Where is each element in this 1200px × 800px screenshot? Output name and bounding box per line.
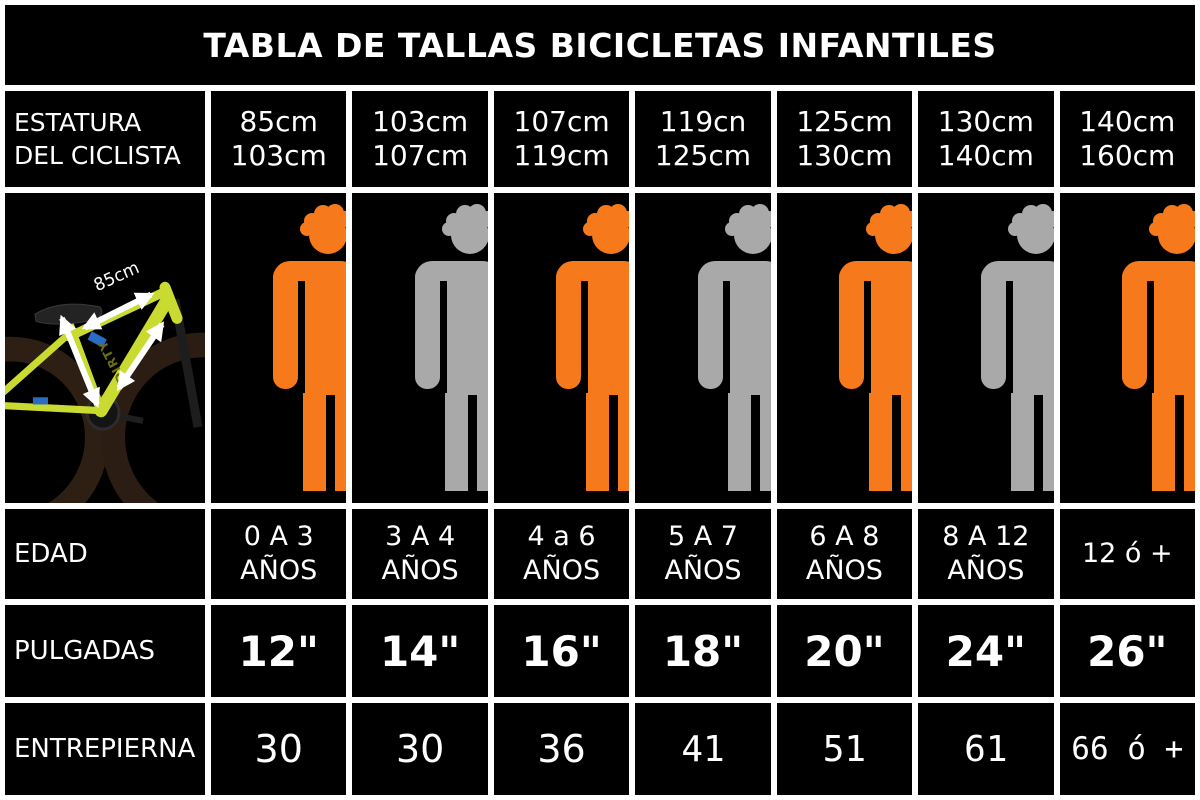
age-col-6: 8 A 12 AÑOS xyxy=(918,509,1054,599)
entrepierna-label: ENTREPIERNA xyxy=(14,733,196,764)
height-col-6: 130cm 140cm xyxy=(918,91,1054,187)
brand-logo-icon xyxy=(1035,5,1195,85)
height-max: 140cm xyxy=(937,139,1034,172)
wheel-size: 18" xyxy=(662,626,744,676)
figure-cell-2 xyxy=(352,193,488,503)
age-range: 3 A 4 xyxy=(385,521,456,553)
figure-cell-7 xyxy=(1059,193,1195,503)
age-col-4: 5 A 7 AÑOS xyxy=(635,509,771,599)
inseam-value: 61 xyxy=(964,728,1008,770)
figure-cell-6 xyxy=(918,193,1054,503)
age-col-5: 6 A 8 AÑOS xyxy=(776,509,913,599)
inches-col-2: 14" xyxy=(352,605,488,697)
height-min: 119cn xyxy=(659,104,747,138)
inseam-value: 66 ó + xyxy=(1071,731,1184,767)
age-range: 5 A 7 xyxy=(667,521,738,553)
age-range: 4 a 6 xyxy=(527,521,596,553)
inseam-value: 41 xyxy=(681,728,725,770)
row-label-pulgadas: PULGADAS xyxy=(5,605,205,697)
row-label-estatura: ESTATURA DEL CICLISTA xyxy=(5,91,205,187)
age-unit: AÑOS xyxy=(381,555,459,586)
inches-col-3: 16" xyxy=(493,605,630,697)
bike-frame-measure-image: DIRTY 85cm xyxy=(5,258,205,503)
bike-photo-cell: DIRTY 85cm xyxy=(5,193,205,503)
pulgadas-label: PULGADAS xyxy=(14,635,155,666)
age-range: 12 ó + xyxy=(1081,538,1173,570)
page-title: TABLA DE TALLAS BICICLETAS INFANTILES xyxy=(203,25,997,65)
figure-cell-5 xyxy=(776,193,913,503)
wheel-size: 16" xyxy=(521,626,602,676)
age-range: 6 A 8 xyxy=(809,521,880,553)
person-silhouette-icon xyxy=(545,199,629,499)
inseam-col-7: 66 ó + xyxy=(1059,703,1195,795)
inseam-value: 51 xyxy=(822,728,867,770)
inseam-value: 30 xyxy=(254,727,303,771)
inches-col-1: 12" xyxy=(211,605,347,697)
height-col-5: 125cm 130cm xyxy=(776,91,913,187)
age-unit: AÑOS xyxy=(664,555,742,586)
estatura-label-line1: ESTATURA xyxy=(14,108,142,137)
figure-cell-1 xyxy=(211,193,347,503)
inches-col-5: 20" xyxy=(776,605,913,697)
age-col-7: 12 ó + xyxy=(1059,509,1195,599)
wheel-size: 24" xyxy=(945,626,1027,676)
age-unit: AÑOS xyxy=(523,555,601,586)
height-col-7: 140cm 160cm xyxy=(1059,91,1195,187)
row-label-entrepierna: ENTREPIERNA xyxy=(5,703,205,795)
inches-col-7: 26" xyxy=(1059,605,1195,697)
inseam-col-2: 30 xyxy=(352,703,488,795)
person-silhouette-icon xyxy=(262,199,346,499)
inseam-col-1: 30 xyxy=(211,703,347,795)
edad-label: EDAD xyxy=(14,538,88,569)
age-range: 8 A 12 xyxy=(942,521,1030,553)
age-col-3: 4 a 6 AÑOS xyxy=(493,509,630,599)
height-min: 125cm xyxy=(796,104,893,138)
wheel-size: 20" xyxy=(804,626,885,676)
height-max: 125cm xyxy=(654,139,752,172)
age-col-2: 3 A 4 AÑOS xyxy=(352,509,488,599)
height-col-3: 107cm 119cm xyxy=(493,91,630,187)
height-col-4: 119cn 125cm xyxy=(635,91,771,187)
inches-col-4: 18" xyxy=(635,605,771,697)
wheel-size: 14" xyxy=(379,626,461,676)
person-silhouette-icon xyxy=(404,199,488,499)
height-min: 130cm xyxy=(937,104,1034,138)
height-max: 119cm xyxy=(513,139,610,172)
bike-measure-label: 85cm xyxy=(91,258,142,296)
inseam-col-5: 51 xyxy=(776,703,913,795)
height-min: 107cm xyxy=(513,104,610,138)
height-min: 103cm xyxy=(372,104,469,138)
height-max: 107cm xyxy=(372,139,469,172)
inches-col-6: 24" xyxy=(918,605,1054,697)
height-max: 103cm xyxy=(230,139,327,172)
person-silhouette-icon xyxy=(1111,199,1195,499)
inseam-value: 30 xyxy=(395,727,445,771)
person-silhouette-icon xyxy=(687,199,771,499)
inseam-col-3: 36 xyxy=(493,703,630,795)
title-bar: TABLA DE TALLAS BICICLETAS INFANTILES xyxy=(5,5,1195,85)
inseam-value: 36 xyxy=(537,727,586,771)
age-range: 0 A 3 xyxy=(243,521,314,553)
height-min: 140cm xyxy=(1079,104,1176,138)
height-max: 160cm xyxy=(1079,139,1176,172)
height-max: 130cm xyxy=(796,139,893,172)
person-silhouette-icon xyxy=(828,199,912,499)
figure-cell-3 xyxy=(493,193,630,503)
height-col-2: 103cm 107cm xyxy=(352,91,488,187)
age-col-1: 0 A 3 AÑOS xyxy=(211,509,347,599)
row-label-edad: EDAD xyxy=(5,509,205,599)
wheel-size: 26" xyxy=(1087,626,1168,676)
age-unit: AÑOS xyxy=(947,555,1025,586)
inseam-col-4: 41 xyxy=(635,703,771,795)
height-col-1: 85cm 103cm xyxy=(211,91,347,187)
wheel-size: 12" xyxy=(238,626,319,676)
inseam-col-6: 61 xyxy=(918,703,1054,795)
age-unit: AÑOS xyxy=(240,555,318,586)
person-silhouette-icon xyxy=(970,199,1054,499)
estatura-label-line2: DEL CICLISTA xyxy=(14,141,181,170)
figure-cell-4 xyxy=(635,193,771,503)
height-min: 85cm xyxy=(239,104,318,138)
age-unit: AÑOS xyxy=(805,555,883,586)
